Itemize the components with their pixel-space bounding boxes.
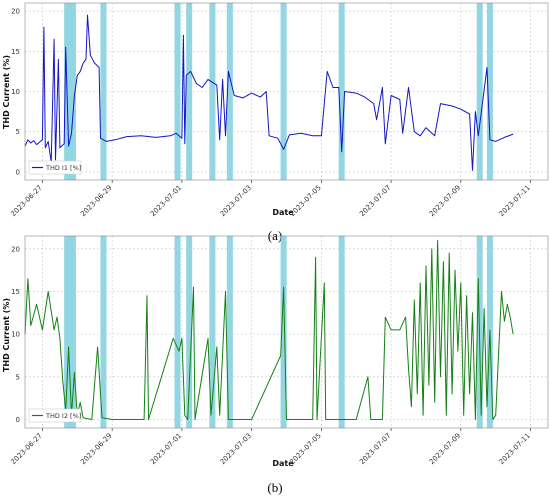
gridlines	[25, 3, 548, 180]
highlight-band	[69, 236, 76, 428]
x-tick-label: 2023-07-01	[149, 184, 183, 218]
x-tick-label: 2023-06-29	[79, 432, 113, 466]
highlight-bands	[64, 236, 493, 428]
legend-label: THD I2 [%]	[45, 412, 81, 420]
x-tick-label: 2023-07-07	[358, 432, 392, 466]
highlight-band	[476, 3, 483, 180]
axes: 0 5 10 15 20 2023-06-27 2023-06-29 2023-07-01 20…	[9, 2, 549, 218]
y-tick-label: 15	[11, 48, 20, 56]
y-tick-label: 5	[16, 373, 20, 381]
highlight-band	[174, 236, 181, 428]
x-tick-label: 2023-07-03	[219, 184, 253, 218]
y-axis-label: THD Current (%)	[2, 298, 11, 372]
legend-box	[28, 160, 82, 175]
highlight-band	[226, 236, 233, 428]
legend: THD I1 [%]	[28, 160, 82, 175]
x-tick-label: 2023-07-07	[358, 184, 392, 218]
x-tick-label: 2023-07-11	[498, 432, 532, 466]
y-axis-label: THD Current (%)	[2, 55, 11, 129]
y-tick-label: 10	[11, 331, 20, 339]
y-tick-label: 20	[11, 245, 20, 253]
highlight-band	[209, 3, 216, 180]
x-tick-label: 2023-06-27	[9, 432, 43, 466]
highlight-band	[209, 236, 216, 428]
x-axis-label: Date	[272, 459, 294, 468]
x-tick-label: 2023-07-01	[149, 432, 183, 466]
x-tick-label: 2023-07-11	[498, 184, 532, 218]
plot-frame	[24, 2, 549, 181]
series-lines	[24, 14, 514, 171]
series-line-thd-i2-	[24, 239, 514, 420]
highlight-band	[280, 3, 287, 180]
panel-caption-a: (a)	[268, 228, 282, 243]
x-tick-label: 2023-07-09	[428, 184, 462, 218]
series-lines	[24, 239, 514, 420]
x-tick-label: 2023-06-29	[79, 184, 113, 218]
legend: THD I2 [%]	[28, 408, 82, 423]
y-tick-label: 15	[11, 288, 20, 296]
series-line-thd-i1-	[24, 14, 514, 171]
y-tick-label: 0	[16, 416, 20, 424]
y-tick-label: 5	[16, 128, 20, 136]
y-tick-label: 0	[16, 168, 20, 176]
highlight-band	[100, 236, 107, 428]
legend-box	[28, 408, 82, 423]
x-tick-label: 2023-07-09	[428, 432, 462, 466]
highlight-band	[280, 236, 287, 428]
highlight-band	[186, 236, 193, 428]
x-axis-label: Date	[272, 208, 294, 217]
highlight-band	[64, 236, 71, 428]
x-tick-label: 2023-07-03	[219, 432, 253, 466]
legend-label: THD I1 [%]	[45, 164, 81, 172]
y-tick-label: 20	[11, 8, 20, 16]
highlight-band	[338, 236, 345, 428]
chart-panel-a: 0 5 10 15 20 2023-06-27 2023-06-29 2023-07-01 20…	[2, 2, 549, 243]
x-tick-label: 2023-06-27	[9, 184, 43, 218]
panel-caption-b: (b)	[267, 480, 282, 495]
y-tick-label: 10	[11, 88, 20, 96]
highlight-band	[100, 3, 107, 180]
axes: 0 5 10 15 20 2023-06-27 2023-06-29 2023-07-01 20…	[9, 235, 549, 466]
plot-frame	[24, 235, 549, 429]
chart-panel-b: 0 5 10 15 20 2023-06-27 2023-06-29 2023-07-01 20…	[2, 235, 549, 495]
highlight-band	[69, 3, 76, 180]
